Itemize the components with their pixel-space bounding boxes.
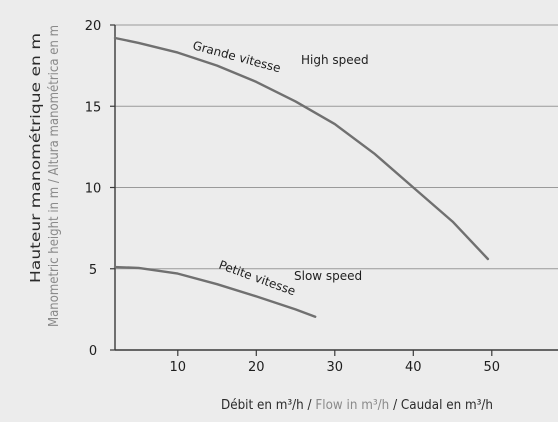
series-line-petite-vitesse: [113, 265, 317, 318]
y-axis-label-en-es: Manometric height in m / Altura manométr…: [47, 25, 62, 327]
y-tick-label: 15: [85, 100, 102, 115]
series-label-high-speed: High speed: [301, 53, 369, 67]
x-axis-label-en: Flow in m³/h: [315, 398, 389, 413]
x-tick-label: 10: [170, 360, 187, 375]
x-tick-label: 20: [248, 360, 265, 375]
x-axis-label-separator: /: [304, 398, 316, 413]
series-line-grande-vitesse: [113, 36, 490, 261]
y-tick-label: 10: [85, 182, 102, 197]
y-tick-label: 0: [89, 344, 97, 359]
series-lines: [113, 36, 490, 318]
x-axis-label: Débit en m³/h / Flow in m³/h / Caudal en…: [221, 398, 493, 413]
x-tick-labels: 10 20 30 40 50: [170, 360, 501, 375]
x-axis-label-fr: Débit en m³/h: [221, 398, 304, 413]
y-axis-label-fr: Hauteur manométrique en m: [29, 33, 44, 283]
x-tick-label: 30: [327, 360, 344, 375]
axes: [110, 24, 558, 356]
x-axis-label-es: Caudal en m³/h: [401, 398, 493, 413]
y-tick-labels: 0 5 10 15 20: [85, 19, 102, 359]
x-axis-label-separator: /: [389, 398, 401, 413]
series-label-slow-speed: Slow speed: [294, 269, 362, 283]
x-tick-label: 50: [484, 360, 501, 375]
y-tick-label: 5: [89, 263, 97, 278]
y-tick-label: 20: [85, 19, 102, 34]
x-tick-label: 40: [405, 360, 422, 375]
gridlines: [115, 24, 558, 270]
